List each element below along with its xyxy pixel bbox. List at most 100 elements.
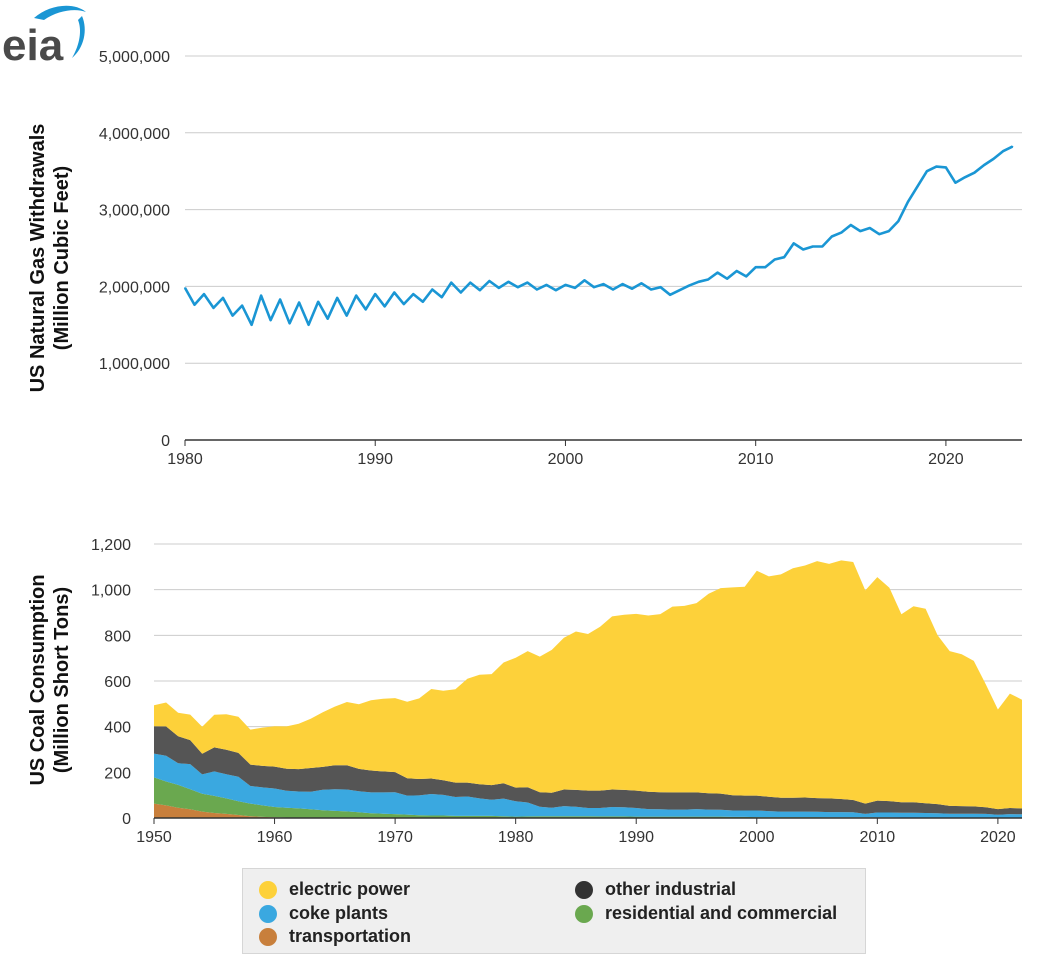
gas-withdrawals-point <box>812 245 814 248</box>
residential-commercial-swatch <box>575 904 593 923</box>
bottom-xtick-label: 2020 <box>980 829 1016 846</box>
gas-withdrawals-line <box>183 145 1014 327</box>
legend-label: electric power <box>289 879 411 899</box>
bottom-ytick-label: 800 <box>104 628 131 645</box>
gas-withdrawals-point <box>935 165 938 168</box>
gas-withdrawals-point <box>973 171 976 174</box>
gas-withdrawals-point <box>992 158 995 160</box>
gas-withdrawals-point <box>412 293 415 295</box>
charts-canvas: US Natural Gas Withdrawals (Million Cubi… <box>27 49 1022 846</box>
bottom-xtick-label: 1980 <box>498 829 534 846</box>
gas-withdrawals-point <box>555 289 557 292</box>
gas-withdrawals-point <box>279 298 281 301</box>
gas-withdrawals-point <box>507 281 510 283</box>
eia-logo-swoosh <box>34 5 86 20</box>
gas-withdrawals-point <box>498 287 500 289</box>
gas-withdrawals-point <box>488 280 491 282</box>
coke-plants-swatch <box>259 904 277 923</box>
gas-withdrawals-point <box>260 294 262 297</box>
legend-item-residential-commercial[interactable]: residential and commercial <box>575 903 837 924</box>
gas-withdrawals-point <box>203 293 205 295</box>
gas-withdrawals-point <box>383 305 386 308</box>
gas-withdrawals-point <box>850 224 852 226</box>
gas-withdrawals-point <box>193 304 196 306</box>
gas-withdrawals-point <box>231 314 234 317</box>
gas-withdrawals-point <box>831 235 833 238</box>
bottom-ylabel-line2: (Million Short Tons) <box>51 587 73 773</box>
gas-withdrawals-point <box>983 164 985 166</box>
gas-withdrawals-point <box>602 283 605 285</box>
gas-withdrawals-point <box>184 287 186 289</box>
gas-withdrawals-point <box>479 289 481 292</box>
gas-withdrawals-point <box>631 287 633 290</box>
gas-withdrawals-point <box>859 230 862 232</box>
gas-withdrawals-point <box>355 294 358 297</box>
gas-withdrawals-point <box>916 185 919 188</box>
gas-withdrawals-point <box>783 256 785 259</box>
bottom-ytick-label: 600 <box>104 674 131 691</box>
gas-withdrawals-point <box>336 297 339 299</box>
gas-withdrawals-point <box>745 275 747 278</box>
legend-item-electric-power[interactable]: electric power <box>259 879 410 900</box>
area-transportation <box>154 803 1022 818</box>
gas-withdrawals-point <box>288 322 291 325</box>
gas-withdrawals-point <box>460 291 462 294</box>
gas-withdrawals-point <box>621 283 624 285</box>
gas-withdrawals-chart: 0 1,000,000 2,000,000 3,000,000 4,000,000 5,0… <box>99 49 1022 468</box>
gas-withdrawals-point <box>888 230 890 232</box>
gas-withdrawals-point <box>716 271 719 274</box>
gas-withdrawals-point <box>802 248 804 251</box>
gas-withdrawals-point <box>688 284 690 287</box>
eia-logo: eia <box>2 5 86 70</box>
bottom-ytick-label: 400 <box>104 720 131 737</box>
top-ylabel-line2: (Million Cubic Feet) <box>51 166 73 350</box>
gas-withdrawals-point <box>422 301 424 303</box>
top-xtick-label: 2010 <box>738 451 774 468</box>
top-xtick-label: 2000 <box>548 451 584 468</box>
legend-label: coke plants <box>289 903 389 923</box>
legend-item-coke-plants[interactable]: coke plants <box>259 903 388 924</box>
transportation-swatch <box>259 927 277 946</box>
legend-label: residential and commercial <box>605 903 838 923</box>
legend-item-transportation[interactable]: transportation <box>259 926 411 947</box>
bottom-xtick-label: 1970 <box>377 829 413 846</box>
bottom-ytick-label: 1,200 <box>91 537 131 554</box>
bottom-xtick-label: 1950 <box>136 829 172 846</box>
gas-withdrawals-point <box>469 281 472 284</box>
electric-power-swatch <box>259 880 277 899</box>
gas-withdrawals-point <box>764 266 766 269</box>
top-ytick-label: 5,000,000 <box>99 49 170 66</box>
gas-withdrawals-point <box>659 286 662 289</box>
gas-withdrawals-point <box>250 324 253 326</box>
legend: electric power coke plants transportatio… <box>242 868 866 954</box>
gas-withdrawals-point <box>536 288 538 291</box>
gas-withdrawals-point <box>298 301 300 304</box>
gas-withdrawals-point <box>1002 150 1004 152</box>
bottom-xtick-label: 2000 <box>739 829 775 846</box>
gas-withdrawals-point <box>593 286 595 289</box>
legend-label: transportation <box>289 926 412 946</box>
gas-withdrawals-point <box>326 317 329 320</box>
gas-withdrawals-point <box>545 284 548 286</box>
bottom-ytick-label: 200 <box>104 765 131 782</box>
top-ytick-label: 0 <box>161 433 170 450</box>
bottom-ytick-label: 0 <box>122 811 131 828</box>
gas-withdrawals-point <box>241 304 243 307</box>
gas-withdrawals-point <box>754 266 757 269</box>
gas-withdrawals-point <box>441 296 443 299</box>
gas-withdrawals-point <box>926 170 928 172</box>
top-ylabel-line1: US Natural Gas Withdrawals <box>27 124 49 393</box>
top-xtick-label: 1980 <box>167 451 203 468</box>
gas-withdrawals-point <box>364 308 367 311</box>
bottom-xtick-label: 1960 <box>257 829 293 846</box>
gas-withdrawals-point <box>821 245 824 248</box>
gas-withdrawals-point <box>564 284 567 286</box>
gas-withdrawals-point <box>222 297 224 299</box>
legend-item-other-industrial[interactable]: other industrial <box>575 879 736 900</box>
bottom-xtick-label: 1990 <box>618 829 654 846</box>
coal-consumption-chart: 0 200 400 600 800 1,000 1,200 1950 1960 1970 1980 1… <box>91 537 1022 846</box>
gas-withdrawals-point <box>669 294 671 296</box>
legend-label: other industrial <box>605 879 737 899</box>
top-ytick-label: 1,000,000 <box>99 356 170 373</box>
gas-withdrawals-point <box>393 291 396 294</box>
